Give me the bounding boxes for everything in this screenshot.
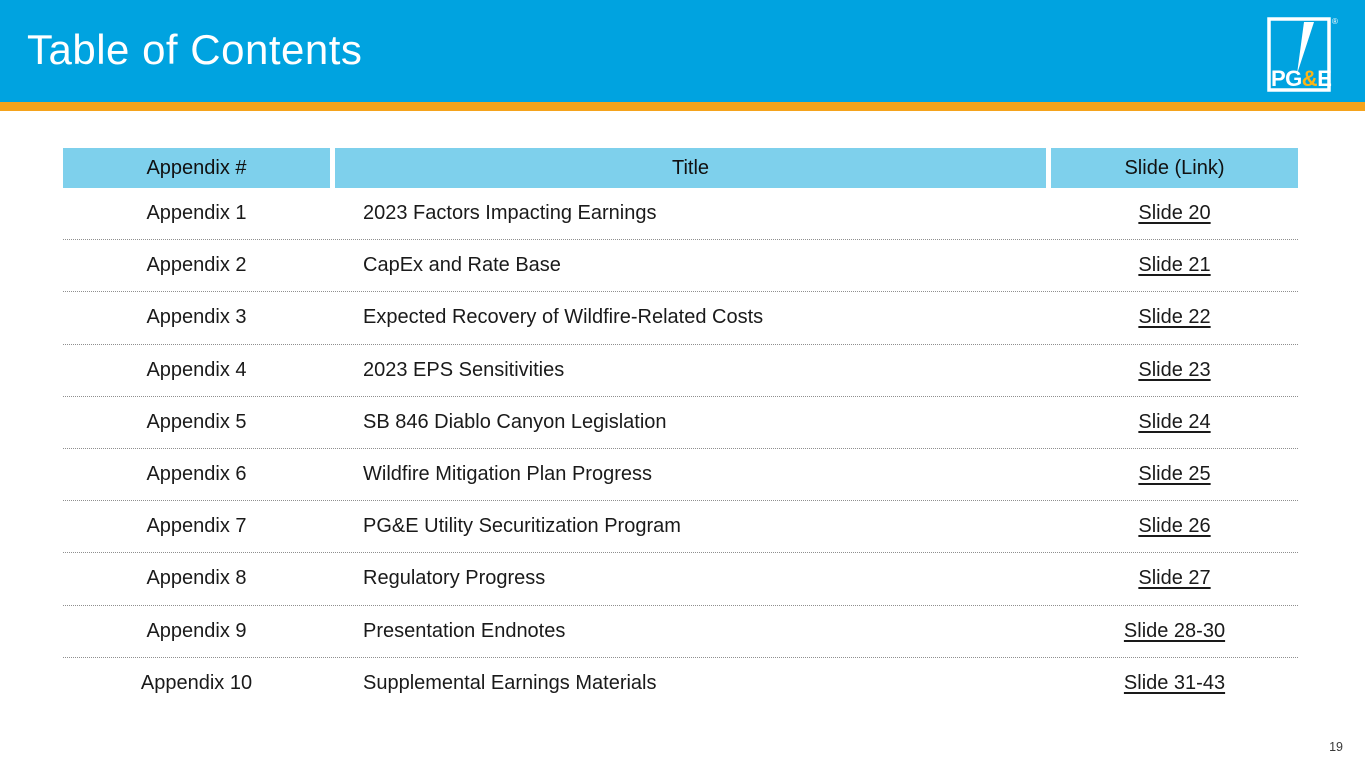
table-row: Appendix 3 Expected Recovery of Wildfire… bbox=[63, 292, 1298, 345]
appendix-number: Appendix 8 bbox=[146, 567, 247, 590]
appendix-title: Expected Recovery of Wildfire-Related Co… bbox=[363, 306, 764, 329]
page-title: Table of Contents bbox=[27, 26, 363, 73]
pge-logo: PG&E ® bbox=[1266, 12, 1342, 96]
table-row: Appendix 6 Wildfire Mitigation Plan Prog… bbox=[63, 449, 1298, 502]
appendix-number: Appendix 2 bbox=[146, 254, 247, 277]
appendix-title: Supplemental Earnings Materials bbox=[363, 672, 657, 695]
appendix-title: Wildfire Mitigation Plan Progress bbox=[363, 463, 652, 486]
appendix-title: Presentation Endnotes bbox=[363, 619, 566, 642]
table-header-row: Appendix # Title Slide (Link) bbox=[63, 148, 1298, 188]
slide-link[interactable]: Slide 27 bbox=[1138, 567, 1211, 590]
table-row: Appendix 8 Regulatory Progress Slide 27 bbox=[63, 553, 1298, 606]
appendix-number: Appendix 10 bbox=[140, 672, 253, 695]
table-row: Appendix 2 CapEx and Rate Base Slide 21 bbox=[63, 240, 1298, 293]
column-header-title: Title bbox=[335, 148, 1046, 188]
table-row: Appendix 10 Supplemental Earnings Materi… bbox=[63, 658, 1298, 710]
appendix-title: 2023 Factors Impacting Earnings bbox=[363, 202, 657, 225]
svg-text:PG&E: PG&E bbox=[1271, 66, 1331, 91]
page-number: 19 bbox=[1329, 740, 1343, 754]
slide-link[interactable]: Slide 20 bbox=[1138, 202, 1211, 225]
appendix-title: SB 846 Diablo Canyon Legislation bbox=[363, 410, 667, 433]
slide-link[interactable]: Slide 23 bbox=[1138, 358, 1211, 381]
slide-link[interactable]: Slide 28-30 bbox=[1123, 619, 1226, 642]
appendix-number: Appendix 5 bbox=[146, 410, 247, 433]
accent-stripe bbox=[0, 102, 1365, 111]
column-header-slide-link: Slide (Link) bbox=[1051, 148, 1298, 188]
appendix-number: Appendix 9 bbox=[146, 619, 247, 642]
slide-link[interactable]: Slide 25 bbox=[1138, 463, 1211, 486]
table-row: Appendix 1 2023 Factors Impacting Earnin… bbox=[63, 188, 1298, 241]
slide-link[interactable]: Slide 22 bbox=[1138, 306, 1211, 329]
appendix-number: Appendix 3 bbox=[146, 306, 247, 329]
appendix-number: Appendix 4 bbox=[146, 358, 247, 381]
table-row: Appendix 9 Presentation Endnotes Slide 2… bbox=[63, 606, 1298, 658]
slide-link[interactable]: Slide 31-43 bbox=[1123, 672, 1226, 695]
header-bar: Table of Contents PG&E ® bbox=[0, 0, 1365, 102]
table-row: Appendix 5 SB 846 Diablo Canyon Legislat… bbox=[63, 397, 1298, 449]
appendix-title: PG&E Utility Securitization Program bbox=[363, 515, 681, 538]
appendix-title: CapEx and Rate Base bbox=[363, 254, 561, 277]
appendix-title: 2023 EPS Sensitivities bbox=[363, 358, 565, 381]
appendix-number: Appendix 1 bbox=[146, 202, 247, 225]
registered-mark: ® bbox=[1332, 17, 1338, 26]
slide-link[interactable]: Slide 26 bbox=[1138, 515, 1211, 538]
pge-logo-icon: PG&E ® bbox=[1267, 17, 1338, 92]
lightning-bolt-icon bbox=[1297, 22, 1314, 74]
appendix-number: Appendix 6 bbox=[146, 463, 247, 486]
column-header-appendix: Appendix # bbox=[63, 148, 330, 188]
table-row: Appendix 7 PG&E Utility Securitization P… bbox=[63, 501, 1298, 554]
appendix-number: Appendix 7 bbox=[146, 515, 247, 538]
toc-table: Appendix # Title Slide (Link) Appendix 1… bbox=[63, 148, 1298, 710]
slide-link[interactable]: Slide 21 bbox=[1138, 254, 1211, 277]
appendix-title: Regulatory Progress bbox=[363, 567, 546, 590]
table-row: Appendix 4 2023 EPS Sensitivities Slide … bbox=[63, 345, 1298, 397]
slide-link[interactable]: Slide 24 bbox=[1138, 410, 1211, 433]
